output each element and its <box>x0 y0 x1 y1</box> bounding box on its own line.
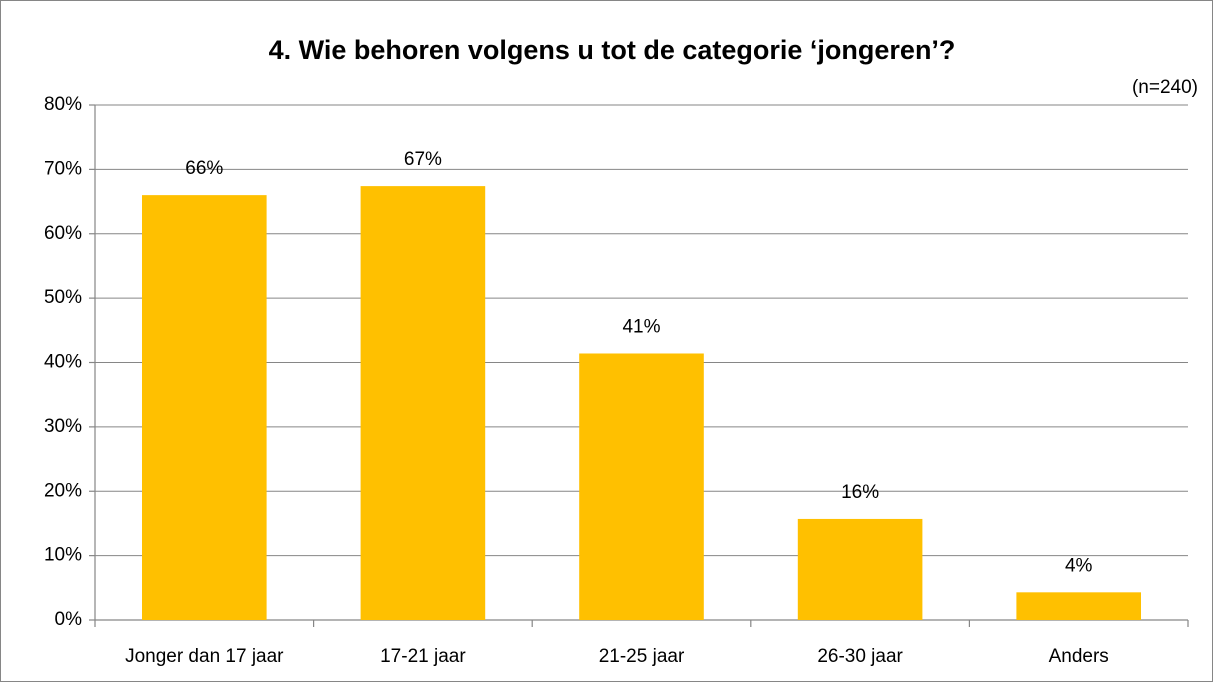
y-tick-label: 80% <box>44 94 82 115</box>
bar <box>1016 592 1142 620</box>
value-label: 66% <box>185 158 223 179</box>
value-label: 16% <box>841 482 879 503</box>
y-tick-label: 10% <box>44 545 82 566</box>
value-label: 41% <box>622 317 660 338</box>
y-tick-label: 50% <box>44 287 82 308</box>
y-tick-label: 0% <box>55 609 83 630</box>
value-label: 4% <box>1065 555 1093 576</box>
x-tick-label: 17-21 jaar <box>380 646 466 667</box>
value-label: 67% <box>404 149 442 170</box>
y-tick-label: 70% <box>44 158 82 179</box>
x-tick-label: Anders <box>1049 646 1109 667</box>
y-tick-label: 60% <box>44 223 82 244</box>
x-tick-label: 26-30 jaar <box>817 646 903 667</box>
chart-title: 4. Wie behoren volgens u tot de categori… <box>269 35 956 65</box>
y-tick-label: 30% <box>44 416 82 437</box>
x-tick-label: Jonger dan 17 jaar <box>125 646 284 667</box>
x-tick-label: 21-25 jaar <box>599 646 685 667</box>
bar <box>141 195 267 620</box>
annotation: (n=240) <box>1132 77 1198 98</box>
y-tick-label: 40% <box>44 352 82 373</box>
y-tick-label: 20% <box>44 480 82 501</box>
bar <box>797 518 923 620</box>
bar <box>360 186 486 621</box>
bar <box>579 353 704 620</box>
